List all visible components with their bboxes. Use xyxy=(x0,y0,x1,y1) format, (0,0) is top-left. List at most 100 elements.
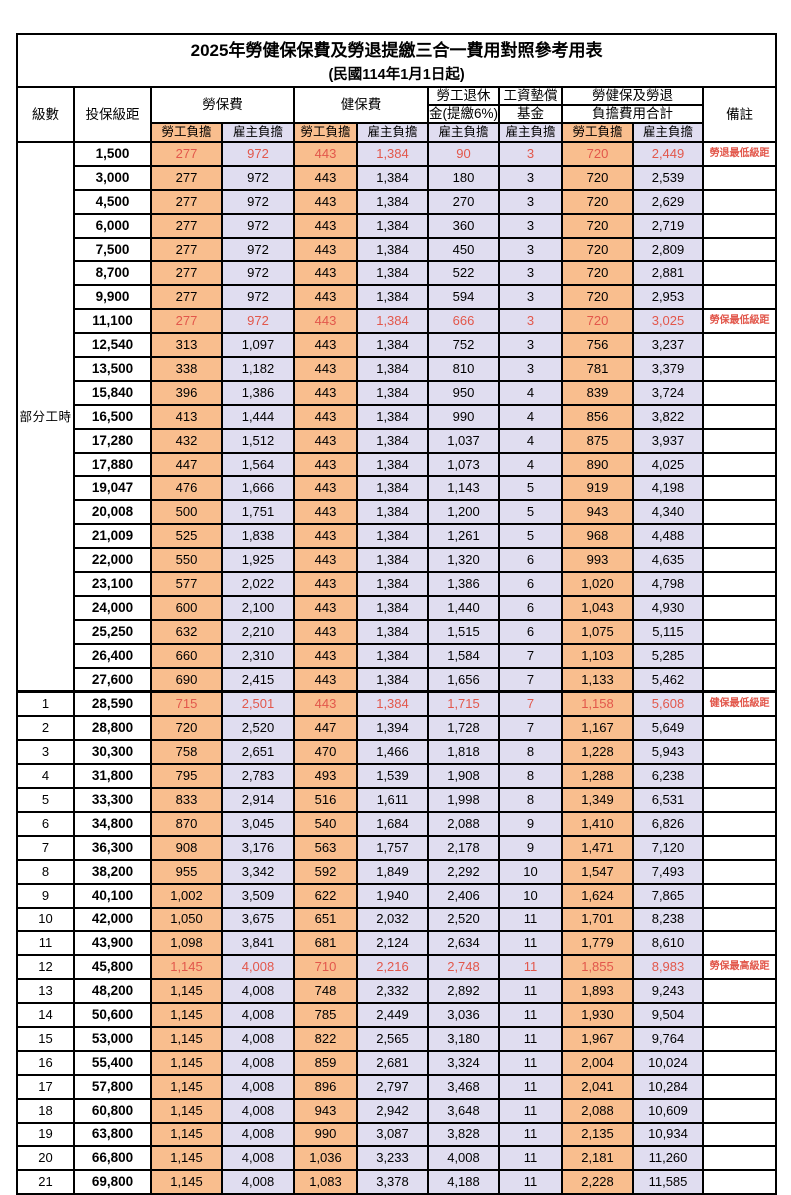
total-employer-cell: 7,120 xyxy=(632,834,704,861)
labor-ins-employee-cell: 550 xyxy=(150,547,223,574)
health-ins-employer-cell: 1,940 xyxy=(356,882,429,909)
labor-ins-employer-cell: 3,675 xyxy=(221,906,295,933)
pension-employer-cell: 1,584 xyxy=(427,642,500,669)
note-cell xyxy=(701,978,778,1005)
bracket-cell: 9,900 xyxy=(73,284,152,311)
labor-ins-employer-cell: 1,564 xyxy=(221,451,295,478)
note-cell xyxy=(701,284,778,311)
health-ins-employee-cell: 785 xyxy=(293,1002,358,1028)
page: 2025年勞健保保費及勞退提繳三合一費用對照參考用表 (民國114年1月1日起)… xyxy=(15,33,778,1195)
note-cell xyxy=(701,403,778,430)
total-employee-cell: 1,410 xyxy=(561,810,634,837)
table-row: 17,280 432 1,512 443 1,384 1,037 4 875 3,937 xyxy=(17,427,778,454)
pension-employer-cell: 990 xyxy=(427,403,500,430)
col-header-level: 級數 xyxy=(16,86,75,143)
table-row: 19 63,800 1,145 4,008 990 3,087 3,828 11 2,135 10… xyxy=(16,1121,778,1148)
health-ins-employee-cell: 681 xyxy=(293,930,358,957)
health-ins-employee-cell: 1,083 xyxy=(293,1169,358,1195)
wage-fund-employer-cell: 6 xyxy=(498,594,563,621)
subheader-pension-employer-share: 雇主負擔 xyxy=(427,122,500,143)
note-cell xyxy=(701,188,778,215)
total-employer-cell: 7,865 xyxy=(632,882,704,909)
wage-fund-employer-cell: 7 xyxy=(498,642,563,669)
health-ins-employer-cell: 1,611 xyxy=(356,787,429,813)
note-cell: 勞退最低級距 xyxy=(701,141,778,167)
pension-employer-cell: 1,440 xyxy=(427,594,500,621)
wage-fund-employer-cell: 7 xyxy=(498,690,563,718)
table-row: 21,009 525 1,838 443 1,384 1,261 5 968 4,488 xyxy=(17,523,778,550)
bracket-cell: 20,008 xyxy=(73,499,152,526)
total-employee-cell: 1,547 xyxy=(561,858,634,885)
subheader-labor-employee-share: 勞工負擔 xyxy=(150,122,223,143)
total-employer-cell: 4,930 xyxy=(632,594,704,621)
total-employer-cell: 2,719 xyxy=(632,212,704,239)
labor-ins-employee-cell: 476 xyxy=(150,475,223,502)
wage-fund-employer-cell: 4 xyxy=(498,427,563,454)
wage-fund-employer-cell: 5 xyxy=(498,523,563,550)
note-cell xyxy=(701,1169,778,1195)
total-employer-cell: 2,809 xyxy=(632,236,704,263)
health-ins-employer-cell: 1,384 xyxy=(356,379,429,406)
pension-employer-cell: 1,515 xyxy=(427,618,500,645)
labor-ins-employee-cell: 577 xyxy=(150,571,223,597)
wage-fund-employer-cell: 3 xyxy=(498,212,563,239)
labor-ins-employer-cell: 4,008 xyxy=(221,1049,295,1076)
pension-employer-cell: 522 xyxy=(427,260,500,287)
note-cell xyxy=(701,834,778,861)
bracket-cell: 40,100 xyxy=(73,882,152,909)
pension-employer-cell: 4,008 xyxy=(427,1145,500,1172)
wage-fund-employer-cell: 5 xyxy=(498,475,563,502)
bracket-cell: 12,540 xyxy=(73,332,152,359)
labor-ins-employee-cell: 955 xyxy=(150,858,223,885)
subheader-health-employee-share: 勞工負擔 xyxy=(293,122,358,143)
pension-employer-cell: 1,386 xyxy=(427,571,500,597)
note-cell xyxy=(701,666,778,694)
pension-employer-cell: 2,892 xyxy=(427,978,500,1005)
note-cell xyxy=(701,475,778,502)
pension-employer-cell: 1,656 xyxy=(427,666,500,694)
pension-employer-cell: 1,908 xyxy=(427,763,500,790)
total-employee-cell: 1,133 xyxy=(561,666,634,694)
health-ins-employer-cell: 1,757 xyxy=(356,834,429,861)
labor-ins-employee-cell: 277 xyxy=(150,236,223,263)
health-ins-employee-cell: 443 xyxy=(293,332,358,359)
labor-ins-employer-cell: 1,097 xyxy=(221,332,295,359)
labor-ins-employee-cell: 720 xyxy=(150,715,223,742)
labor-ins-employer-cell: 972 xyxy=(221,308,295,335)
health-ins-employer-cell: 3,233 xyxy=(356,1145,429,1172)
wage-fund-employer-cell: 11 xyxy=(498,1025,563,1052)
labor-ins-employer-cell: 1,512 xyxy=(221,427,295,454)
health-ins-employer-cell: 2,449 xyxy=(356,1002,429,1028)
health-ins-employer-cell: 1,384 xyxy=(356,141,429,167)
labor-ins-employee-cell: 313 xyxy=(150,332,223,359)
health-ins-employer-cell: 1,384 xyxy=(356,164,429,191)
wage-fund-employer-cell: 6 xyxy=(498,618,563,645)
health-ins-employer-cell: 1,384 xyxy=(356,403,429,430)
total-employee-cell: 720 xyxy=(561,260,634,287)
wage-fund-employer-cell: 4 xyxy=(498,379,563,406)
total-employee-cell: 1,075 xyxy=(561,618,634,645)
bracket-cell: 17,280 xyxy=(73,427,152,454)
table-row: 6 34,800 870 3,045 540 1,684 2,088 9 1,410 6,826 xyxy=(16,810,778,837)
table-row: 9,900 277 972 443 1,384 594 3 720 2,953 xyxy=(17,284,778,311)
bracket-cell: 7,500 xyxy=(73,236,152,263)
total-employer-cell: 4,488 xyxy=(632,523,704,550)
total-employer-cell: 5,462 xyxy=(632,666,704,694)
table-row: 18 60,800 1,145 4,008 943 2,942 3,648 11 2,088 10… xyxy=(16,1097,778,1124)
table-row: 15,840 396 1,386 443 1,384 950 4 839 3,724 xyxy=(17,379,778,406)
pension-employer-cell: 1,261 xyxy=(427,523,500,550)
bracket-cell: 25,250 xyxy=(73,618,152,645)
labor-ins-employer-cell: 4,008 xyxy=(221,1097,295,1124)
labor-ins-employer-cell: 4,008 xyxy=(221,1002,295,1028)
bracket-cell: 1,500 xyxy=(73,141,152,167)
health-ins-employee-cell: 443 xyxy=(293,403,358,430)
note-cell xyxy=(701,356,778,382)
total-employee-cell: 1,158 xyxy=(561,690,634,718)
bracket-cell: 38,200 xyxy=(73,858,152,885)
total-employee-cell: 2,181 xyxy=(561,1145,634,1172)
pension-employer-cell: 1,073 xyxy=(427,451,500,478)
health-ins-employee-cell: 447 xyxy=(293,715,358,742)
total-employee-cell: 720 xyxy=(561,284,634,311)
total-employer-cell: 10,024 xyxy=(632,1049,704,1076)
level-cell: 6 xyxy=(16,810,75,837)
